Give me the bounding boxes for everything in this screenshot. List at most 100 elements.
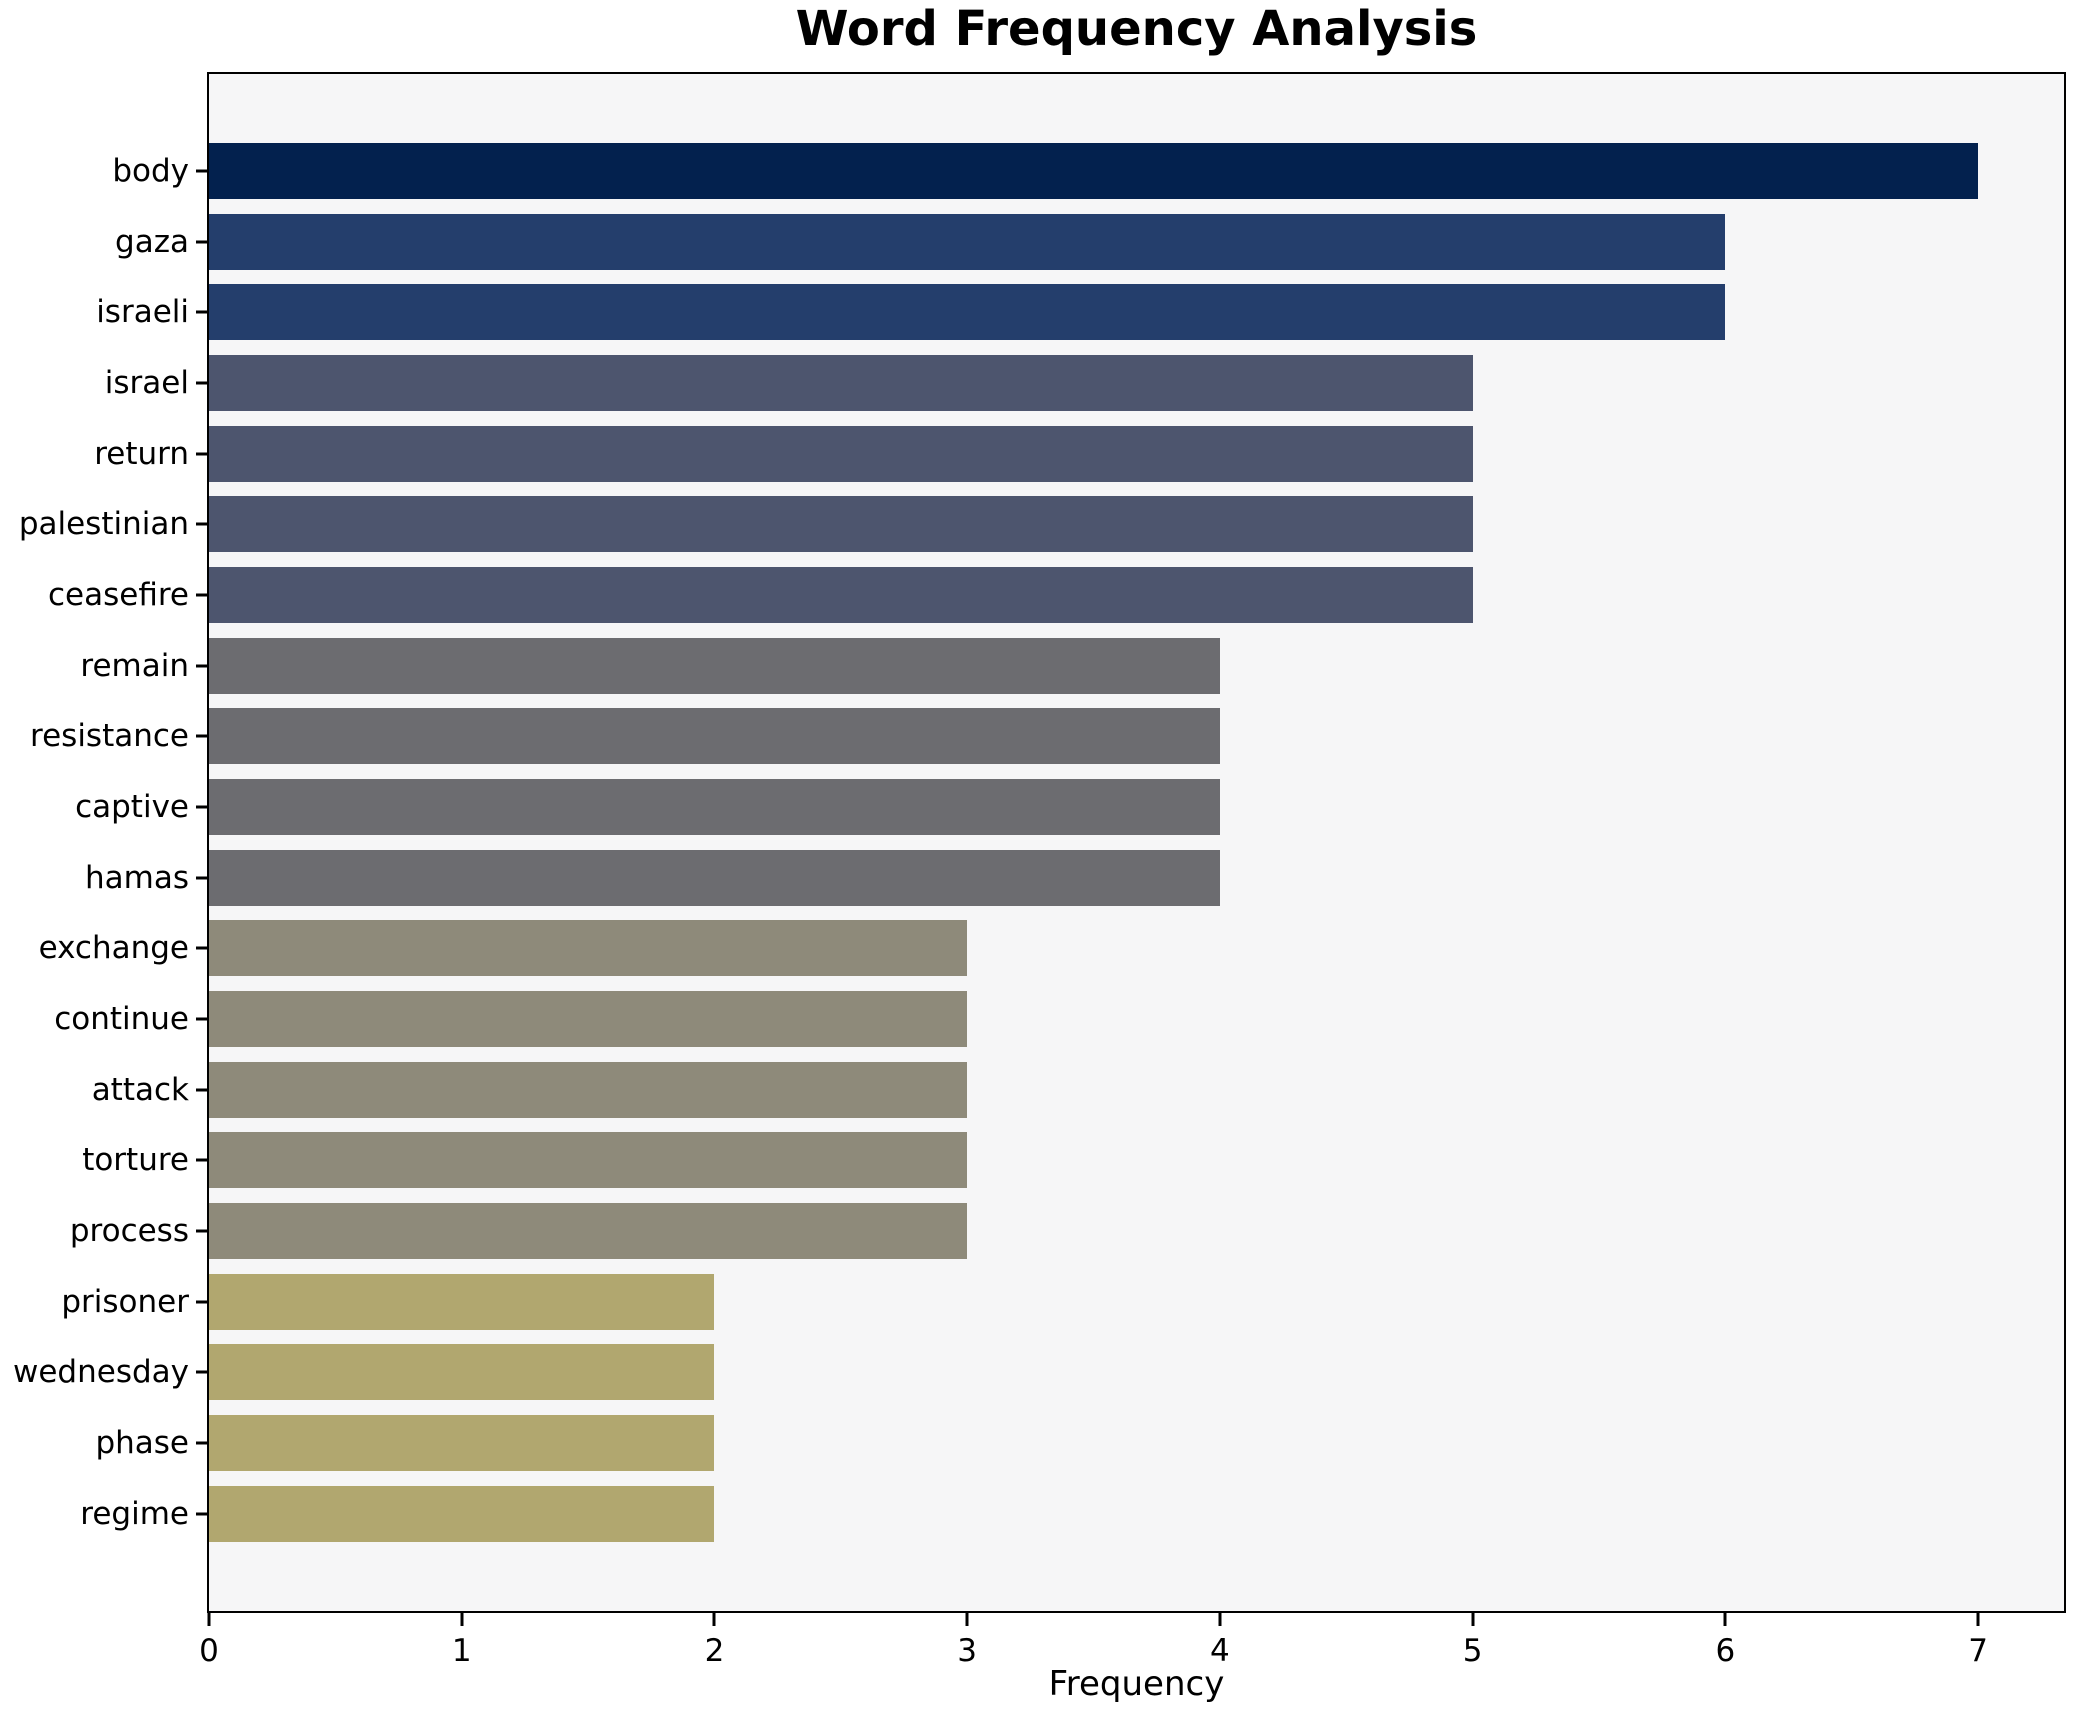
x-tick-mark bbox=[1471, 1613, 1475, 1626]
category-label: wednesday bbox=[13, 1354, 189, 1391]
y-tick-mark bbox=[196, 1441, 207, 1445]
frequency-bar bbox=[209, 849, 1220, 906]
bar-row: captive bbox=[75, 779, 2064, 836]
frequency-bar bbox=[209, 991, 968, 1048]
bar-row: hamas bbox=[85, 849, 2064, 906]
y-tick-mark bbox=[196, 1158, 207, 1162]
x-tick-label: 0 bbox=[199, 1633, 219, 1669]
x-tick-label: 4 bbox=[1210, 1633, 1230, 1669]
frequency-bar bbox=[209, 1203, 968, 1260]
x-tick-mark bbox=[207, 1613, 211, 1626]
category-label: phase bbox=[95, 1425, 189, 1462]
category-label: process bbox=[69, 1213, 189, 1250]
category-label: prisoner bbox=[61, 1283, 189, 1320]
category-label: ceasefire bbox=[48, 577, 189, 614]
x-tick-label: 2 bbox=[704, 1633, 725, 1669]
y-tick-mark bbox=[196, 1229, 207, 1233]
category-label: palestinian bbox=[18, 506, 189, 543]
frequency-bar bbox=[209, 779, 1220, 836]
category-label: hamas bbox=[85, 859, 189, 896]
bar-row: exchange bbox=[39, 920, 2064, 977]
y-tick-mark bbox=[196, 452, 207, 456]
category-label: israeli bbox=[96, 294, 189, 331]
y-tick-mark bbox=[196, 381, 207, 385]
frequency-bar bbox=[209, 355, 1473, 412]
bar-row: israel bbox=[105, 355, 2064, 412]
bar-row: phase bbox=[95, 1415, 2064, 1472]
category-label: torture bbox=[82, 1142, 189, 1179]
category-label: return bbox=[94, 435, 189, 472]
x-tick-mark bbox=[1723, 1613, 1727, 1626]
frequency-bar bbox=[209, 213, 1726, 270]
bar-row: attack bbox=[92, 1061, 2064, 1118]
category-label: resistance bbox=[30, 718, 189, 755]
y-tick-mark bbox=[196, 734, 207, 738]
frequency-bar bbox=[209, 1132, 968, 1189]
frequency-bar bbox=[209, 637, 1220, 694]
category-label: israel bbox=[104, 365, 189, 402]
bars-region: body gaza israeli israel return palestinian ce… bbox=[13, 143, 2064, 1542]
frequency-bar bbox=[209, 1061, 968, 1118]
bar-row: process bbox=[70, 1203, 2064, 1260]
y-tick-mark bbox=[196, 1300, 207, 1304]
y-tick-mark bbox=[196, 522, 207, 526]
y-tick-mark bbox=[196, 1512, 207, 1516]
frequency-bar bbox=[209, 1273, 715, 1330]
frequency-bar bbox=[209, 496, 1473, 553]
y-tick-mark bbox=[196, 240, 207, 244]
frequency-bar bbox=[209, 567, 1473, 624]
chart-title: Word Frequency Analysis bbox=[795, 1, 1478, 57]
bar-row: gaza bbox=[115, 213, 2064, 270]
category-label: captive bbox=[75, 789, 189, 826]
x-tick-mark bbox=[712, 1613, 716, 1626]
y-tick-mark bbox=[196, 805, 207, 809]
y-tick-mark bbox=[196, 310, 207, 314]
frequency-bar bbox=[209, 284, 1726, 341]
x-tick-label: 5 bbox=[1462, 1633, 1483, 1669]
bar-row: body bbox=[112, 143, 2064, 199]
category-label: remain bbox=[80, 647, 189, 684]
bar-row: wednesday bbox=[13, 1344, 2064, 1401]
frequency-bar bbox=[209, 143, 1979, 199]
y-tick-mark bbox=[196, 664, 207, 668]
y-tick-mark bbox=[196, 169, 207, 173]
x-tick-mark bbox=[1218, 1613, 1222, 1626]
x-tick-label: 7 bbox=[1968, 1633, 1988, 1669]
y-tick-mark bbox=[196, 1088, 207, 1092]
bar-row: continue bbox=[54, 991, 2064, 1048]
category-label: gaza bbox=[115, 223, 189, 260]
bar-row: prisoner bbox=[61, 1273, 2064, 1330]
plot-area: body gaza israeli israel return palestinian ce… bbox=[13, 72, 2066, 1669]
x-tick-mark bbox=[460, 1613, 464, 1626]
bar-row: resistance bbox=[30, 708, 2064, 765]
y-tick-mark bbox=[196, 1017, 207, 1021]
bar-row: torture bbox=[82, 1132, 2064, 1189]
frequency-bar bbox=[209, 1344, 715, 1401]
category-label: body bbox=[112, 153, 189, 189]
x-tick-label: 6 bbox=[1715, 1633, 1736, 1669]
bar-row: remain bbox=[80, 637, 2064, 694]
bar-row: israeli bbox=[96, 284, 2064, 341]
frequency-bar bbox=[209, 1415, 715, 1472]
bar-row: return bbox=[94, 425, 2064, 482]
frequency-bar bbox=[209, 708, 1220, 765]
y-tick-mark bbox=[196, 946, 207, 950]
category-label: attack bbox=[91, 1071, 189, 1108]
x-tick-label: 3 bbox=[957, 1633, 978, 1669]
frequency-bar bbox=[209, 425, 1473, 482]
bar-row: palestinian bbox=[19, 496, 2064, 553]
x-axis-label: Frequency bbox=[1048, 1664, 1225, 1704]
x-tick-mark bbox=[965, 1613, 969, 1626]
category-label: regime bbox=[80, 1495, 189, 1532]
x-tick-label: 1 bbox=[451, 1633, 472, 1669]
category-label: continue bbox=[54, 1001, 189, 1038]
y-tick-mark bbox=[196, 1370, 207, 1374]
frequency-bar bbox=[209, 920, 968, 977]
y-tick-mark bbox=[196, 876, 207, 880]
category-label: exchange bbox=[38, 930, 189, 967]
bar-row: ceasefire bbox=[48, 567, 2064, 624]
frequency-bar bbox=[209, 1485, 715, 1542]
y-tick-mark bbox=[196, 593, 207, 597]
bar-row: regime bbox=[80, 1485, 2064, 1542]
